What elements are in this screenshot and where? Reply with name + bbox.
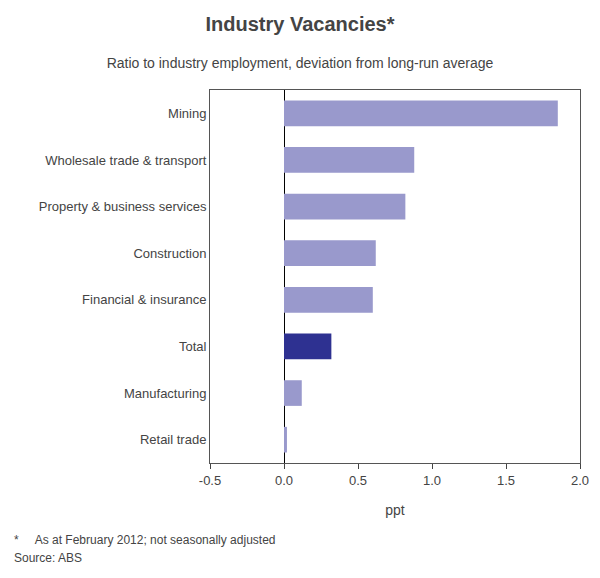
svg-text:Industry Vacancies*: Industry Vacancies* xyxy=(206,13,395,35)
svg-text:ppt: ppt xyxy=(385,502,405,518)
svg-text:Mining: Mining xyxy=(168,106,206,121)
svg-text:2.0: 2.0 xyxy=(571,473,589,488)
svg-text:Retail trade: Retail trade xyxy=(140,432,206,447)
svg-text:Construction: Construction xyxy=(133,246,206,261)
svg-text:0.0: 0.0 xyxy=(275,473,293,488)
svg-text:Wholesale trade & transport: Wholesale trade & transport xyxy=(45,152,207,167)
svg-text:-0.5: -0.5 xyxy=(199,473,221,488)
svg-text:Property & business services: Property & business services xyxy=(39,199,207,214)
svg-text:Ratio to industry employment,: Ratio to industry employment, deviation … xyxy=(107,55,494,71)
svg-text:1.0: 1.0 xyxy=(423,473,441,488)
svg-text:* As at February 2012; not: * As at February 2012; not seasonally ad… xyxy=(14,533,276,547)
svg-text:Financial & insurance: Financial & insurance xyxy=(82,292,206,307)
svg-text:0.5: 0.5 xyxy=(349,473,367,488)
svg-text:Source: ABS: Source: ABS xyxy=(14,551,82,565)
svg-text:Total: Total xyxy=(179,339,207,354)
svg-text:1.5: 1.5 xyxy=(497,473,515,488)
svg-text:Manufacturing: Manufacturing xyxy=(124,386,206,401)
